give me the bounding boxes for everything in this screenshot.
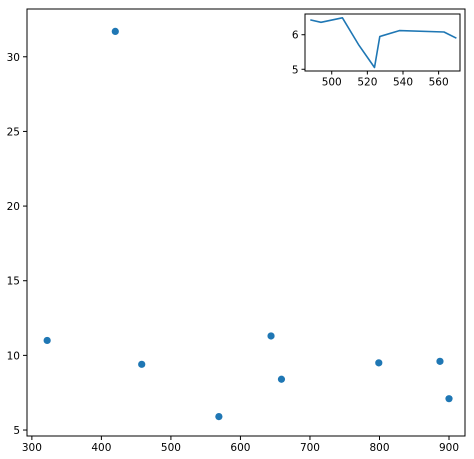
main-axes: 300 400 500 600 700 800 900 5 10 15 20 25 30 bbox=[7, 8, 466, 454]
main-xtick-label: 900 bbox=[439, 442, 459, 454]
main-xtick-label: 400 bbox=[91, 442, 111, 454]
main-xtick-label: 300 bbox=[22, 442, 42, 454]
main-ytick-label: 25 bbox=[7, 126, 20, 138]
scatter-point bbox=[277, 375, 286, 383]
main-xtick-label: 700 bbox=[300, 442, 320, 454]
scatter-point bbox=[267, 332, 275, 340]
main-yticks: 5 10 15 20 25 30 bbox=[7, 52, 27, 437]
scatter-point bbox=[43, 336, 51, 345]
main-ytick-label: 10 bbox=[7, 350, 20, 362]
main-ytick-label: 20 bbox=[7, 201, 20, 213]
scatter-point bbox=[138, 360, 146, 368]
inset-xtick-label: 500 bbox=[322, 77, 342, 89]
main-ytick-label: 15 bbox=[7, 276, 20, 288]
scatter-point bbox=[111, 27, 119, 35]
scatter-point bbox=[436, 357, 444, 365]
main-ytick-label: 30 bbox=[7, 52, 20, 64]
main-xtick-label: 600 bbox=[230, 442, 250, 454]
inset-xtick-label: 520 bbox=[357, 77, 377, 89]
inset-ytick-label: 5 bbox=[292, 64, 299, 76]
inset-xtick-label: 560 bbox=[429, 77, 449, 89]
scatter-point bbox=[445, 395, 453, 403]
main-xtick-label: 800 bbox=[369, 442, 389, 454]
main-points bbox=[43, 27, 453, 421]
inset-ytick-label: 6 bbox=[292, 30, 299, 42]
main-ytick-label: 5 bbox=[13, 425, 20, 437]
main-xtick-label: 500 bbox=[161, 442, 181, 454]
inset-axes: 500 520 540 560 56 bbox=[292, 13, 461, 89]
inset-background bbox=[305, 14, 460, 71]
inset-xticks: 500 520 540 560 bbox=[322, 71, 449, 89]
inset-yticks: 56 bbox=[292, 30, 305, 76]
scatter-point bbox=[375, 359, 383, 367]
inset-plot-frame bbox=[304, 13, 461, 72]
scatter-point bbox=[215, 412, 223, 421]
main-plot-frame bbox=[26, 8, 466, 437]
main-xticks: 300 400 500 600 700 800 900 bbox=[22, 436, 459, 454]
inset-series-line bbox=[310, 17, 457, 69]
inset-xtick-label: 540 bbox=[393, 77, 413, 89]
